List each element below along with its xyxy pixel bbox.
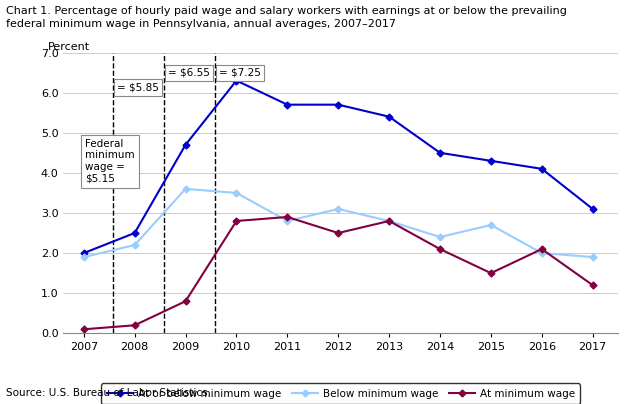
At minimum wage xyxy=(589,283,597,288)
At minimum wage xyxy=(385,219,393,223)
Below minimum wage xyxy=(182,187,190,191)
At or below minimum wage xyxy=(538,166,546,171)
Below minimum wage xyxy=(436,235,444,240)
At or below minimum wage xyxy=(436,150,444,155)
Text: Percent: Percent xyxy=(48,42,89,53)
At minimum wage xyxy=(436,246,444,251)
At minimum wage xyxy=(182,299,190,304)
At or below minimum wage xyxy=(385,114,393,119)
Below minimum wage xyxy=(334,206,342,211)
Below minimum wage xyxy=(80,255,87,259)
Text: Federal
minimum
wage =
$5.15: Federal minimum wage = $5.15 xyxy=(85,139,134,183)
Line: At or below minimum wage: At or below minimum wage xyxy=(81,78,595,255)
At minimum wage xyxy=(80,327,87,332)
Line: Below minimum wage: Below minimum wage xyxy=(81,187,595,259)
Below minimum wage xyxy=(589,255,597,259)
At minimum wage xyxy=(283,215,291,219)
Below minimum wage xyxy=(233,191,240,196)
Text: federal minimum wage in Pennsylvania, annual averages, 2007–2017: federal minimum wage in Pennsylvania, an… xyxy=(6,19,396,29)
Below minimum wage xyxy=(131,243,138,248)
Legend: At or below minimum wage, Below minimum wage, At minimum wage: At or below minimum wage, Below minimum … xyxy=(101,383,580,404)
At or below minimum wage xyxy=(334,102,342,107)
Text: = $6.55: = $6.55 xyxy=(168,68,210,78)
At or below minimum wage xyxy=(80,250,87,255)
At or below minimum wage xyxy=(131,231,138,236)
Line: At minimum wage: At minimum wage xyxy=(81,215,595,332)
Below minimum wage xyxy=(487,223,495,227)
At minimum wage xyxy=(334,231,342,236)
Below minimum wage xyxy=(385,219,393,223)
Text: Source: U.S. Bureau of Labor Statistics.: Source: U.S. Bureau of Labor Statistics. xyxy=(6,388,211,398)
At or below minimum wage xyxy=(589,206,597,211)
At or below minimum wage xyxy=(487,158,495,163)
At minimum wage xyxy=(487,271,495,276)
Text: Chart 1. Percentage of hourly paid wage and salary workers with earnings at or b: Chart 1. Percentage of hourly paid wage … xyxy=(6,6,567,16)
Below minimum wage xyxy=(283,219,291,223)
Text: = $7.25: = $7.25 xyxy=(219,68,261,78)
At minimum wage xyxy=(233,219,240,223)
Text: = $5.85: = $5.85 xyxy=(117,82,158,93)
At or below minimum wage xyxy=(182,142,190,147)
At or below minimum wage xyxy=(233,78,240,83)
At or below minimum wage xyxy=(283,102,291,107)
At minimum wage xyxy=(131,323,138,328)
Below minimum wage xyxy=(538,250,546,255)
At minimum wage xyxy=(538,246,546,251)
